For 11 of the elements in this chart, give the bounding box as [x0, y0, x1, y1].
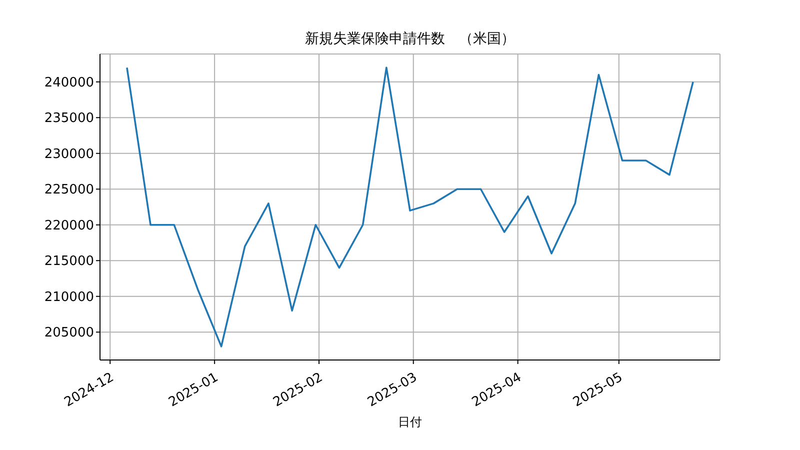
- y-tick-label: 210000: [44, 290, 94, 305]
- y-tick-label: 225000: [44, 182, 94, 198]
- y-tick-label: 230000: [44, 146, 94, 162]
- y-tick-label: 215000: [44, 254, 94, 270]
- chart-title: 新規失業保険申請件数 （米国）: [304, 30, 516, 48]
- y-tick-label: 220000: [44, 218, 94, 234]
- line-series: [126, 66, 694, 348]
- y-tick-label: 235000: [44, 111, 94, 126]
- x-axis-title: 日付: [398, 415, 422, 429]
- y-tick-label: 240000: [44, 76, 94, 90]
- y-tick-label: 205000: [44, 326, 94, 341]
